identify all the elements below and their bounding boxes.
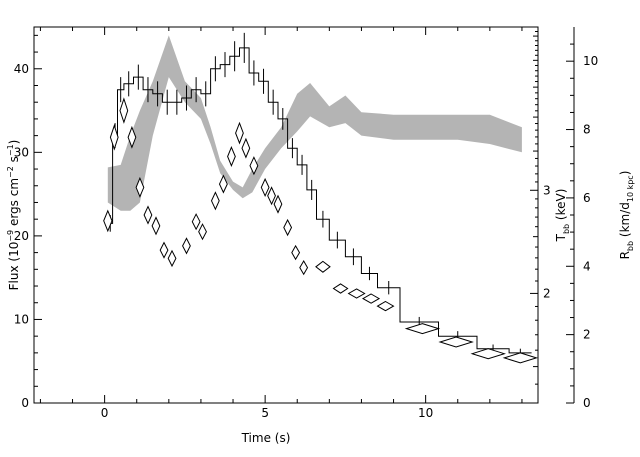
temperature-diamond	[151, 216, 161, 236]
temperature-diamond	[470, 348, 506, 360]
y-axis-label: Flux (10−9 ergs cm−2 s−1)	[6, 140, 21, 291]
y-tick-label: 40	[14, 62, 29, 76]
x-tick-label: 0	[101, 406, 109, 420]
temperature-diamond	[438, 336, 474, 348]
radius-tick-label: 4	[583, 259, 591, 273]
temperature-diamond	[127, 125, 137, 149]
radius-band	[107, 35, 522, 211]
temperature-diamond	[143, 205, 153, 225]
temperature-diamond	[332, 283, 349, 294]
temperature-diamond	[241, 137, 251, 159]
radius-tick-label: 2	[583, 328, 591, 342]
temperature-diamond	[347, 288, 366, 299]
temperature-diamond	[502, 352, 539, 364]
temperature-diamonds-layer	[103, 97, 539, 364]
y-tick-label: 30	[14, 145, 29, 159]
temperature-diamond	[404, 323, 441, 335]
x-tick-label: 5	[261, 406, 269, 420]
temperature-diamond	[191, 213, 201, 231]
temperature-diamond	[361, 293, 381, 304]
temperature-diamond	[273, 194, 283, 214]
temperature-diamond	[235, 121, 244, 145]
temperature-diamond	[218, 174, 228, 194]
temperature-diamond	[299, 260, 309, 276]
temperature-diamond	[291, 244, 301, 261]
temperature-diamond	[283, 218, 293, 237]
temperature-diamond	[119, 97, 129, 124]
temperature-diamond	[103, 209, 113, 233]
temperature-diamond	[167, 249, 177, 268]
flux-histogram-layer	[107, 32, 532, 358]
y-tick-label: 10	[14, 312, 29, 326]
temperature-diamond	[249, 156, 259, 176]
temperature-diamond	[109, 124, 119, 151]
temperature-diamond	[198, 223, 207, 241]
radius-tick-label: 6	[583, 191, 591, 205]
temperature-axis-label: Tbb (keV)	[554, 189, 571, 243]
temperature-diamond	[315, 260, 331, 273]
temperature-tick-label: 3	[543, 183, 551, 197]
temperature-tick-label: 2	[543, 286, 551, 300]
y-tick-label: 0	[21, 396, 29, 410]
temperature-diamond	[260, 177, 270, 198]
flux-histogram-line	[107, 47, 532, 354]
temperature-diamond	[227, 146, 236, 167]
temperature-diamond	[135, 176, 145, 198]
radius-tick-label: 0	[583, 396, 591, 410]
temperature-diamond	[210, 191, 220, 211]
temperature-diamond	[267, 186, 276, 206]
temperature-diamond	[182, 237, 191, 255]
radius-band-layer	[107, 35, 522, 211]
plot-frame	[33, 26, 539, 404]
radius-tick-label: 10	[583, 54, 598, 68]
y-tick-label: 20	[14, 229, 29, 243]
x-axis-label: Time (s)	[241, 431, 291, 445]
x-tick-label: 10	[418, 406, 433, 420]
radius-tick-label: 8	[583, 123, 591, 137]
radius-axis-label: Rbb (km/d10 kpc)	[618, 171, 635, 260]
temperature-diamond	[376, 300, 395, 312]
temperature-diamond	[159, 241, 169, 259]
